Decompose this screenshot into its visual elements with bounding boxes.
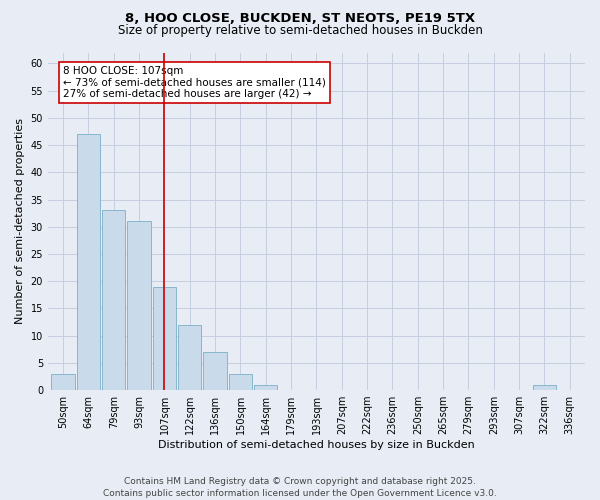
Bar xyxy=(77,134,100,390)
Bar xyxy=(52,374,75,390)
Bar xyxy=(203,352,227,390)
Y-axis label: Number of semi-detached properties: Number of semi-detached properties xyxy=(15,118,25,324)
Bar xyxy=(178,324,202,390)
Text: 8, HOO CLOSE, BUCKDEN, ST NEOTS, PE19 5TX: 8, HOO CLOSE, BUCKDEN, ST NEOTS, PE19 5T… xyxy=(125,12,475,26)
X-axis label: Distribution of semi-detached houses by size in Buckden: Distribution of semi-detached houses by … xyxy=(158,440,475,450)
Text: Contains HM Land Registry data © Crown copyright and database right 2025.
Contai: Contains HM Land Registry data © Crown c… xyxy=(103,476,497,498)
Title: 8, HOO CLOSE, BUCKDEN, ST NEOTS, PE19 5TX
Size of property relative to semi-deta: 8, HOO CLOSE, BUCKDEN, ST NEOTS, PE19 5T… xyxy=(0,499,1,500)
Bar xyxy=(127,222,151,390)
Bar xyxy=(229,374,252,390)
Bar xyxy=(254,384,277,390)
Bar xyxy=(102,210,125,390)
Bar xyxy=(153,286,176,390)
Bar xyxy=(533,384,556,390)
Text: Size of property relative to semi-detached houses in Buckden: Size of property relative to semi-detach… xyxy=(118,24,482,37)
Text: 8 HOO CLOSE: 107sqm
← 73% of semi-detached houses are smaller (114)
27% of semi-: 8 HOO CLOSE: 107sqm ← 73% of semi-detach… xyxy=(63,66,326,100)
